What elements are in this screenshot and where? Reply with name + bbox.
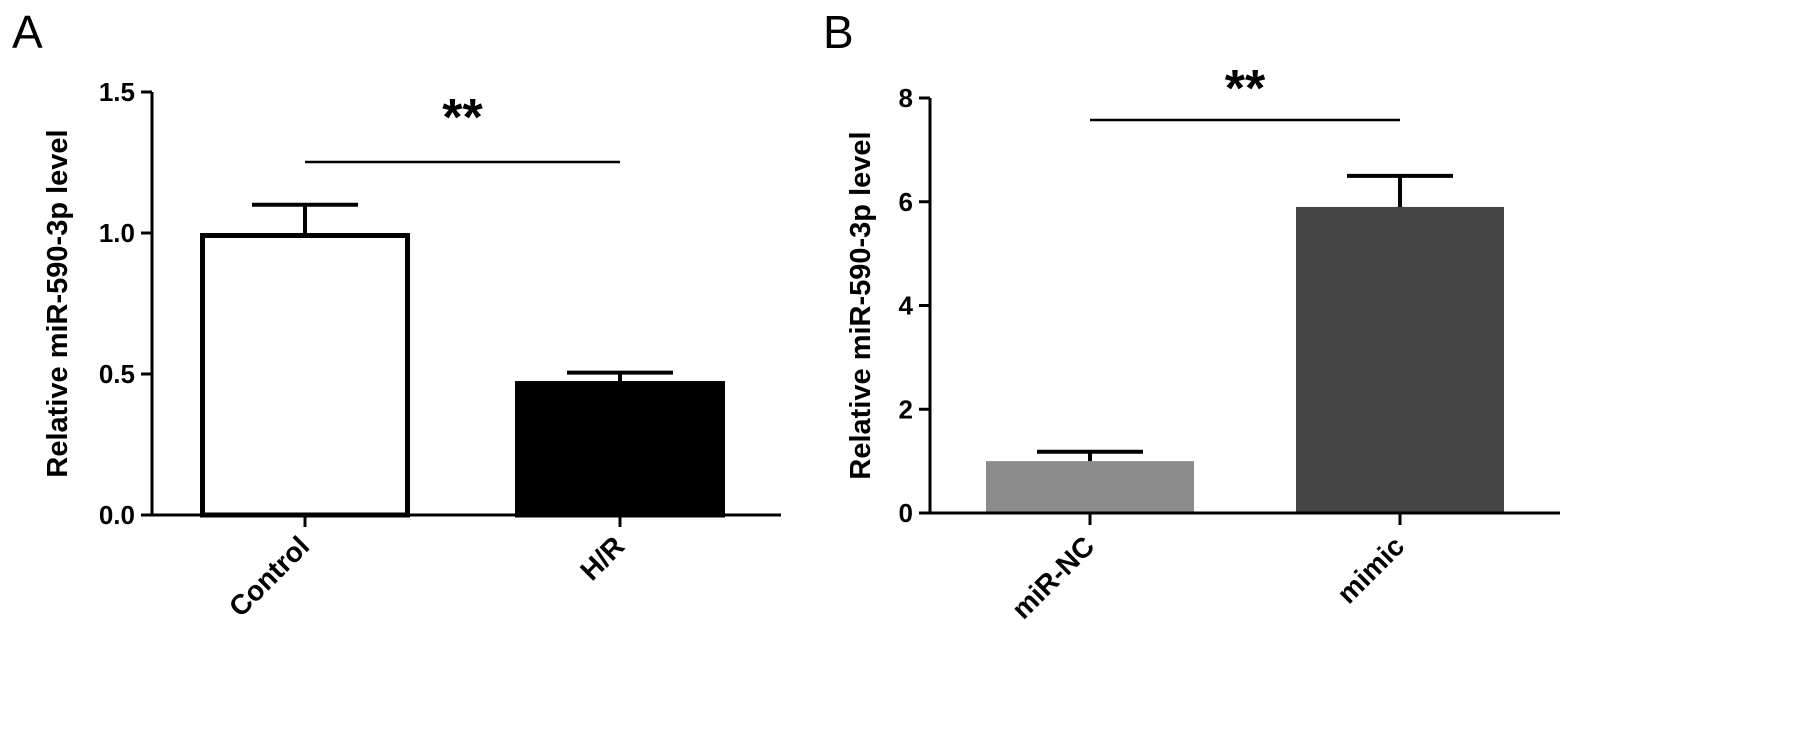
bar-control (200, 233, 410, 518)
bar-mir-nc (986, 461, 1194, 513)
y-tick-label: 1.5 (99, 77, 135, 107)
bar-h-r (515, 381, 725, 518)
y-tick-label: 1.0 (99, 218, 135, 248)
chart-panel-b: B 0 2 4 6 8 miR-NC mimic Relative miR-590-3p lev… (823, 6, 1560, 625)
y-tick-label: 0 (899, 498, 913, 528)
y-tick-label: 0.0 (99, 500, 135, 530)
significance-marker: ** (1225, 60, 1266, 118)
panel-label: B (823, 6, 854, 58)
x-tick-label: mimic (1331, 530, 1410, 609)
x-tick-label: Control (223, 530, 315, 622)
y-tick-label: 6 (899, 187, 913, 217)
bar-mimic (1296, 206, 1504, 513)
chart-panel-a: A 0.0 0.5 1.0 1.5 Control H/R Relative miR-590-… (12, 6, 781, 623)
significance-marker: ** (442, 89, 483, 147)
x-tick-label: miR-NC (1006, 530, 1101, 625)
y-tick-label: 4 (899, 291, 914, 321)
y-tick-label: 0.5 (99, 359, 135, 389)
y-axis-title: Relative miR-590-3p level (42, 129, 74, 477)
x-tick-label: H/R (574, 530, 630, 586)
panel-label: A (12, 6, 43, 58)
y-tick-label: 8 (899, 83, 913, 113)
y-tick-label: 2 (899, 394, 913, 424)
y-axis-title: Relative miR-590-3p level (845, 131, 877, 479)
